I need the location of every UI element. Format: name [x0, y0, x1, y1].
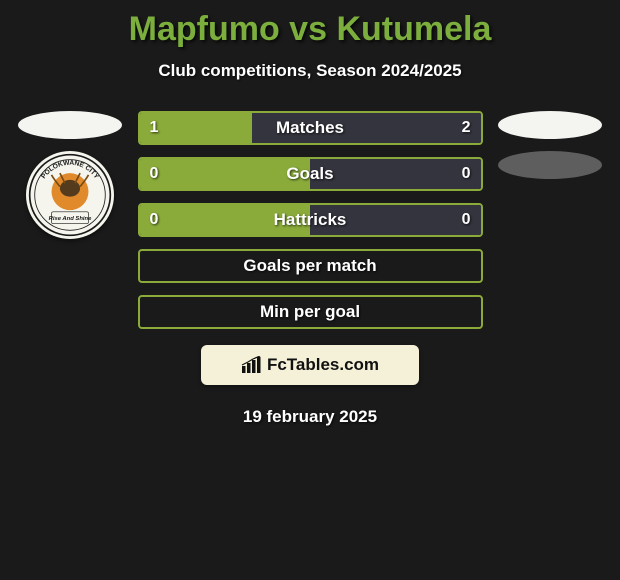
bar-chart-icon [241, 356, 263, 374]
page-subtitle: Club competitions, Season 2024/2025 [0, 61, 620, 81]
bar-value-left: 0 [150, 165, 159, 183]
club-logo-icon: POLOKWANE CITY Rise And Shine [28, 153, 112, 237]
right-column [498, 111, 603, 329]
player-ellipse-right-2 [498, 151, 602, 179]
bar-value-right: 2 [462, 119, 471, 137]
footer-date: 19 february 2025 [0, 407, 620, 427]
content-row: POLOKWANE CITY Rise And Shine Matches1 2 G… [0, 111, 620, 329]
bar-label: Min per goal [140, 302, 481, 322]
left-column: POLOKWANE CITY Rise And Shine [18, 111, 123, 329]
bar-value-right: 0 [462, 165, 471, 183]
brand-badge[interactable]: FcTables.com [201, 345, 419, 385]
comparison-infographic: Mapfumo vs Kutumela Club competitions, S… [0, 0, 620, 427]
player-ellipse-right-1 [498, 111, 602, 139]
bar-label: Matches [140, 118, 481, 138]
stat-bars: Matches12Goals00Hattricks00Goals per mat… [138, 111, 483, 329]
bar-label: Hattricks [140, 210, 481, 230]
player-ellipse-left [18, 111, 122, 139]
brand-text: FcTables.com [267, 355, 379, 375]
stat-bar: Hattricks0 0 [138, 203, 483, 237]
club-badge-polokwane: POLOKWANE CITY Rise And Shine [26, 151, 114, 239]
stat-bar: Min per goal [138, 295, 483, 329]
stat-bar: Goals per match [138, 249, 483, 283]
bar-label: Goals per match [140, 256, 481, 276]
bar-value-right: 0 [462, 211, 471, 229]
svg-text:Rise And Shine: Rise And Shine [49, 216, 92, 222]
bar-value-left: 0 [150, 211, 159, 229]
page-title: Mapfumo vs Kutumela [0, 10, 620, 49]
bar-value-left: 1 [150, 119, 159, 137]
stat-bar: Goals0 0 [138, 157, 483, 191]
bar-label: Goals [140, 164, 481, 184]
stat-bar: Matches1 2 [138, 111, 483, 145]
